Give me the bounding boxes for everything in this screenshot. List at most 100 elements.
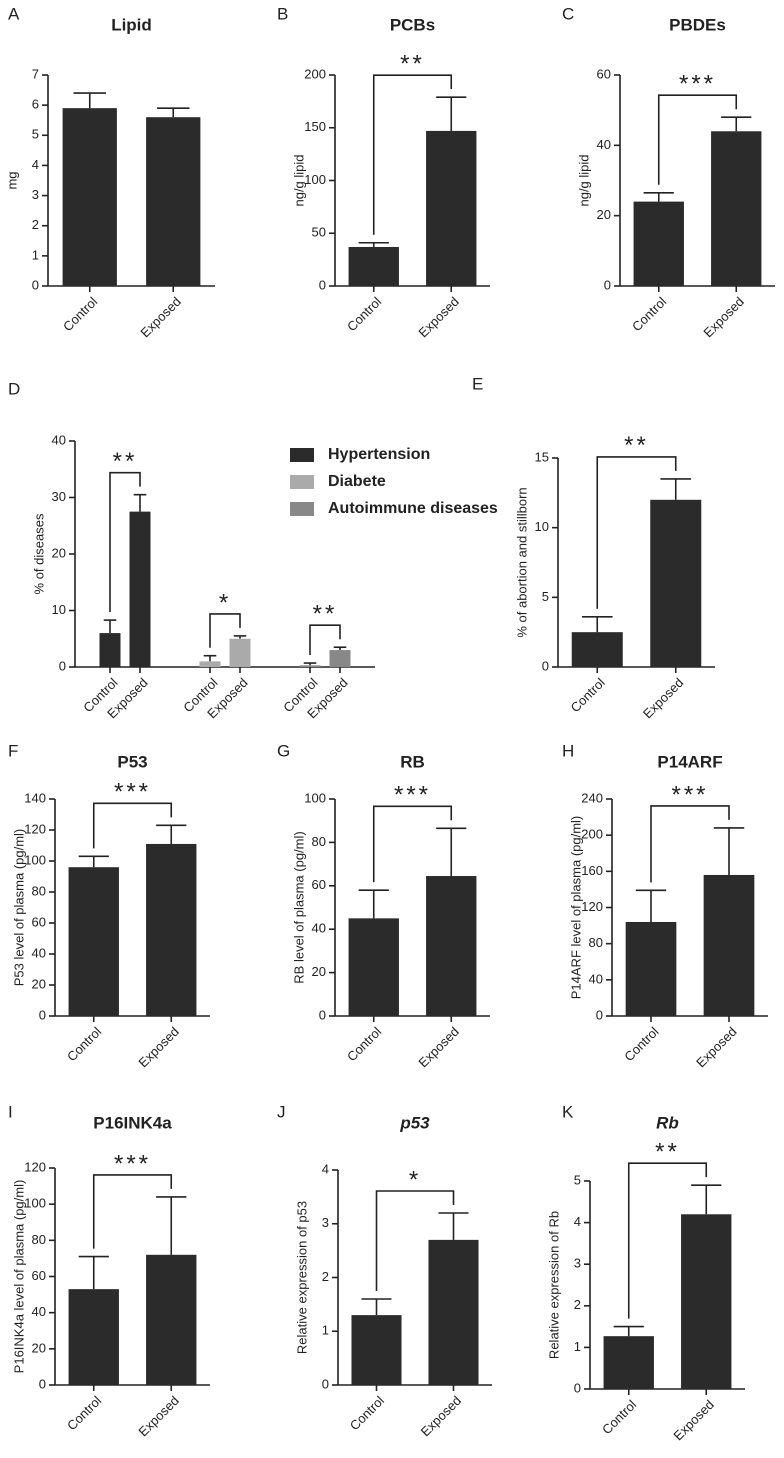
panel-letter: I — [8, 1102, 13, 1121]
significance-bracket — [309, 624, 341, 656]
bar — [603, 1336, 654, 1389]
bar — [99, 633, 121, 667]
panel-letter: J — [277, 1102, 286, 1121]
x-tick-label: Control — [347, 1393, 387, 1433]
x-tick-label: Exposed — [418, 1393, 464, 1439]
bar — [348, 918, 399, 1016]
bar — [329, 650, 351, 667]
significance-bracket — [596, 456, 677, 609]
y-tick-label: 20 — [32, 976, 46, 991]
y-tick-label: 240 — [581, 790, 603, 805]
y-axis-label: % of diseases — [31, 513, 46, 594]
y-axis-label: Relative expression of Rb — [546, 1211, 561, 1359]
y-axis-label: mg — [4, 171, 19, 189]
x-tick-label: Control — [629, 294, 669, 334]
significance-bracket — [627, 1162, 708, 1319]
panel-title: P14ARF — [657, 752, 722, 771]
y-tick-label: 120 — [24, 1159, 46, 1174]
y-tick-label: 20 — [52, 545, 66, 560]
panel-letter: K — [562, 1102, 574, 1121]
y-tick-label: 140 — [24, 790, 46, 805]
significance-stars: *** — [679, 71, 716, 98]
y-tick-label: 100 — [24, 1196, 46, 1211]
bar — [229, 638, 251, 667]
significance-stars: ** — [400, 50, 425, 77]
bar — [426, 130, 477, 286]
y-tick-label: 2 — [574, 1297, 581, 1312]
bar — [348, 246, 399, 286]
y-tick-label: 5 — [32, 127, 39, 142]
x-tick-label: Control — [344, 294, 384, 334]
y-tick-label: 0 — [574, 1380, 581, 1395]
y-axis-label: P53 level of plasma (pg/ml) — [11, 829, 26, 987]
bar — [571, 632, 623, 667]
bar — [299, 665, 321, 667]
y-axis-label: Relative expression of p53 — [294, 1201, 309, 1354]
y-tick-label: 20 — [32, 1340, 46, 1355]
y-tick-label: 10 — [52, 602, 66, 617]
y-tick-label: 200 — [304, 66, 326, 81]
y-tick-label: 50 — [312, 225, 326, 240]
y-tick-label: 100 — [304, 790, 326, 805]
significance-stars: *** — [114, 1150, 151, 1177]
y-tick-label: 0 — [322, 1376, 329, 1391]
significance-stars: * — [219, 589, 231, 616]
x-tick-label: Exposed — [135, 1393, 181, 1439]
significance-bracket — [650, 805, 730, 883]
y-tick-label: 2 — [322, 1269, 329, 1284]
x-tick-label: Exposed — [415, 1024, 461, 1070]
x-tick-label: Control — [621, 1024, 661, 1064]
bar — [129, 511, 151, 667]
bar — [703, 874, 755, 1016]
y-tick-label: 10 — [535, 519, 549, 534]
significance-stars: *** — [671, 781, 708, 808]
bar — [146, 1254, 197, 1385]
y-axis-label: % of abortion and stillborn — [514, 487, 529, 637]
panel-title: p53 — [399, 1113, 430, 1132]
x-tick-label: Exposed — [700, 294, 746, 340]
panel-letter: H — [562, 741, 574, 760]
y-tick-label: 80 — [32, 883, 46, 898]
y-tick-label: 40 — [32, 1304, 46, 1319]
x-tick-label: Control — [568, 675, 608, 715]
significance-stars: ** — [113, 448, 138, 475]
significance-bracket — [375, 1190, 455, 1291]
panel-letter: D — [8, 379, 20, 398]
y-tick-label: 0 — [604, 277, 611, 292]
significance-bracket — [372, 805, 453, 883]
x-tick-label: Control — [599, 1397, 639, 1437]
panel-letter: F — [8, 741, 18, 760]
bar — [426, 876, 477, 1016]
y-tick-label: 40 — [589, 971, 603, 986]
y-axis-label: RB level of plasma (pg/ml) — [291, 831, 306, 983]
y-tick-label: 0 — [542, 658, 549, 673]
x-tick-label: Control — [344, 1024, 384, 1064]
y-tick-label: 150 — [304, 119, 326, 134]
bar — [650, 499, 702, 667]
y-tick-label: 4 — [574, 1214, 581, 1229]
y-tick-label: 20 — [597, 207, 611, 222]
panel-title: PCBs — [390, 15, 435, 34]
x-tick-label: Exposed — [670, 1397, 716, 1443]
bar — [146, 843, 197, 1016]
bar — [146, 117, 201, 286]
x-tick-label: Exposed — [415, 294, 461, 340]
significance-bracket — [92, 1174, 173, 1249]
legend-swatch — [290, 448, 314, 462]
y-tick-label: 0 — [59, 658, 66, 673]
legend-label: Diabete — [328, 473, 386, 490]
bar — [625, 921, 677, 1016]
bar — [428, 1239, 479, 1385]
bar — [351, 1315, 402, 1385]
x-tick-label: Control — [60, 294, 100, 334]
y-tick-label: 80 — [312, 834, 326, 849]
y-tick-label: 30 — [52, 489, 66, 504]
legend-label: Autoimmune diseases — [328, 500, 498, 517]
significance-bracket — [209, 613, 241, 648]
x-tick-label: Exposed — [137, 294, 183, 340]
bar — [68, 1289, 119, 1385]
y-tick-label: 0 — [39, 1007, 46, 1022]
y-tick-label: 5 — [542, 589, 549, 604]
y-tick-label: 40 — [597, 137, 611, 152]
